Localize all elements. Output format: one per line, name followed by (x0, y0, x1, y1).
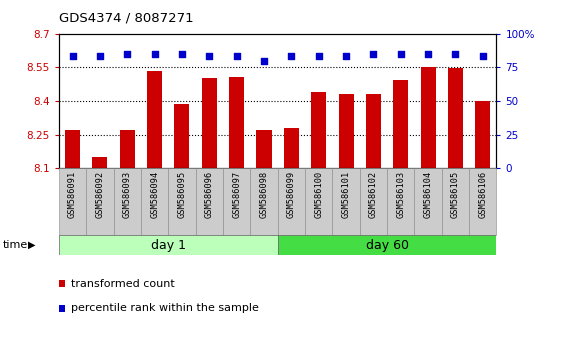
Text: GSM586091: GSM586091 (68, 171, 77, 218)
Text: GSM586101: GSM586101 (342, 171, 351, 218)
Text: GSM586106: GSM586106 (479, 171, 488, 218)
Text: GDS4374 / 8087271: GDS4374 / 8087271 (59, 12, 194, 25)
Bar (415, 168, 442, 235)
Bar (393, 80, 408, 168)
Point (177, 51, 186, 57)
Bar (278, 168, 305, 235)
Bar (113, 168, 141, 235)
Text: GSM586093: GSM586093 (123, 171, 132, 218)
Point (451, 51, 460, 57)
Text: time: time (3, 240, 28, 250)
Text: GSM586100: GSM586100 (314, 171, 323, 218)
Text: GSM586094: GSM586094 (150, 171, 159, 218)
Text: GSM586098: GSM586098 (260, 171, 269, 218)
Bar (202, 79, 217, 168)
Bar (421, 67, 436, 168)
Text: GSM586096: GSM586096 (205, 171, 214, 218)
Point (260, 58, 269, 63)
Text: GSM586097: GSM586097 (232, 171, 241, 218)
Text: transformed count: transformed count (71, 279, 174, 289)
Bar (338, 94, 353, 168)
Bar (229, 77, 244, 168)
Bar (469, 168, 496, 235)
Point (342, 54, 351, 59)
Bar (475, 101, 490, 168)
Bar (59, 235, 278, 255)
Text: GSM586102: GSM586102 (369, 171, 378, 218)
Point (68, 54, 77, 59)
Point (150, 51, 159, 57)
Bar (196, 168, 223, 235)
Bar (250, 168, 278, 235)
Point (314, 54, 323, 59)
Bar (360, 168, 387, 235)
Bar (147, 70, 162, 168)
Bar (223, 168, 250, 235)
Bar (442, 168, 469, 235)
Text: ▶: ▶ (28, 240, 35, 250)
Point (95, 54, 104, 59)
Text: GSM586099: GSM586099 (287, 171, 296, 218)
Point (479, 54, 488, 59)
Bar (284, 128, 299, 168)
Text: GSM586103: GSM586103 (396, 171, 405, 218)
Bar (332, 168, 360, 235)
Bar (387, 168, 415, 235)
Bar (174, 104, 190, 168)
Bar (256, 130, 272, 168)
Point (205, 54, 214, 59)
Point (369, 51, 378, 57)
Text: day 60: day 60 (366, 239, 408, 252)
Text: day 1: day 1 (151, 239, 186, 252)
Text: GSM586104: GSM586104 (424, 171, 433, 218)
Bar (448, 68, 463, 168)
Bar (93, 157, 108, 168)
Bar (59, 168, 86, 235)
Point (396, 51, 405, 57)
Point (424, 51, 433, 57)
Bar (141, 168, 168, 235)
Text: percentile rank within the sample: percentile rank within the sample (71, 303, 259, 313)
Text: GSM586092: GSM586092 (95, 171, 104, 218)
Bar (86, 168, 113, 235)
Bar (65, 130, 80, 168)
Point (287, 54, 296, 59)
Bar (366, 94, 381, 168)
Point (232, 54, 241, 59)
Text: GSM586105: GSM586105 (451, 171, 460, 218)
Point (123, 51, 132, 57)
Bar (278, 235, 496, 255)
Text: GSM586095: GSM586095 (177, 171, 186, 218)
Bar (168, 168, 196, 235)
Bar (119, 130, 135, 168)
Bar (311, 92, 327, 168)
Bar (305, 168, 332, 235)
